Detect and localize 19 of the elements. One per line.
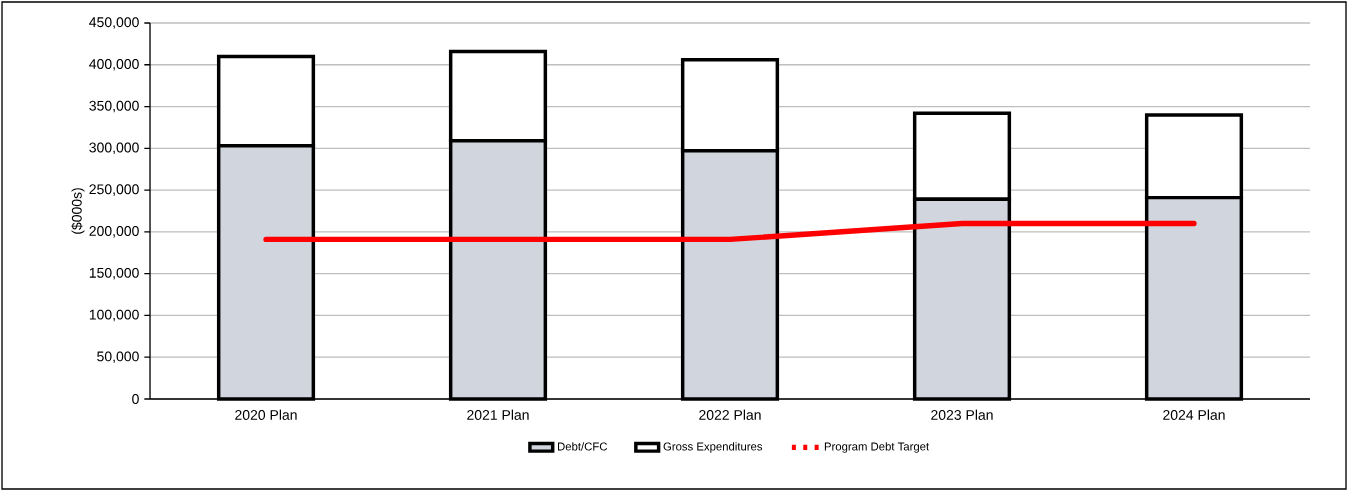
x-tick-label: 2023 Plan [931,409,993,420]
x-tick-label: 2022 Plan [699,409,761,420]
x-tick-label: 2021 Plan [467,409,529,420]
x-tick-label: 2020 Plan [235,409,297,420]
y-tick-label: 0 [132,394,139,404]
legend-label: Program Debt Target [824,442,930,453]
y-tick-label: 150,000 [89,267,139,280]
y-tick-label: 50,000 [97,351,139,363]
y-tick-label: 100,000 [89,309,139,322]
y-tick-label: 350,000 [89,100,139,113]
y-axis-title: ($000s) [71,188,85,234]
legend-label: Debt/CFC [558,442,608,451]
y-tick-label: 400,000 [89,58,139,71]
y-tick-label: 250,000 [89,184,139,196]
y-tick-label: 450,000 [89,17,139,29]
x-tick-label: 2024 Plan [1163,409,1225,420]
y-tick-label: 200,000 [89,226,139,238]
legend-label: Gross Expenditures [663,442,763,453]
y-tick-label: 300,000 [89,142,139,155]
